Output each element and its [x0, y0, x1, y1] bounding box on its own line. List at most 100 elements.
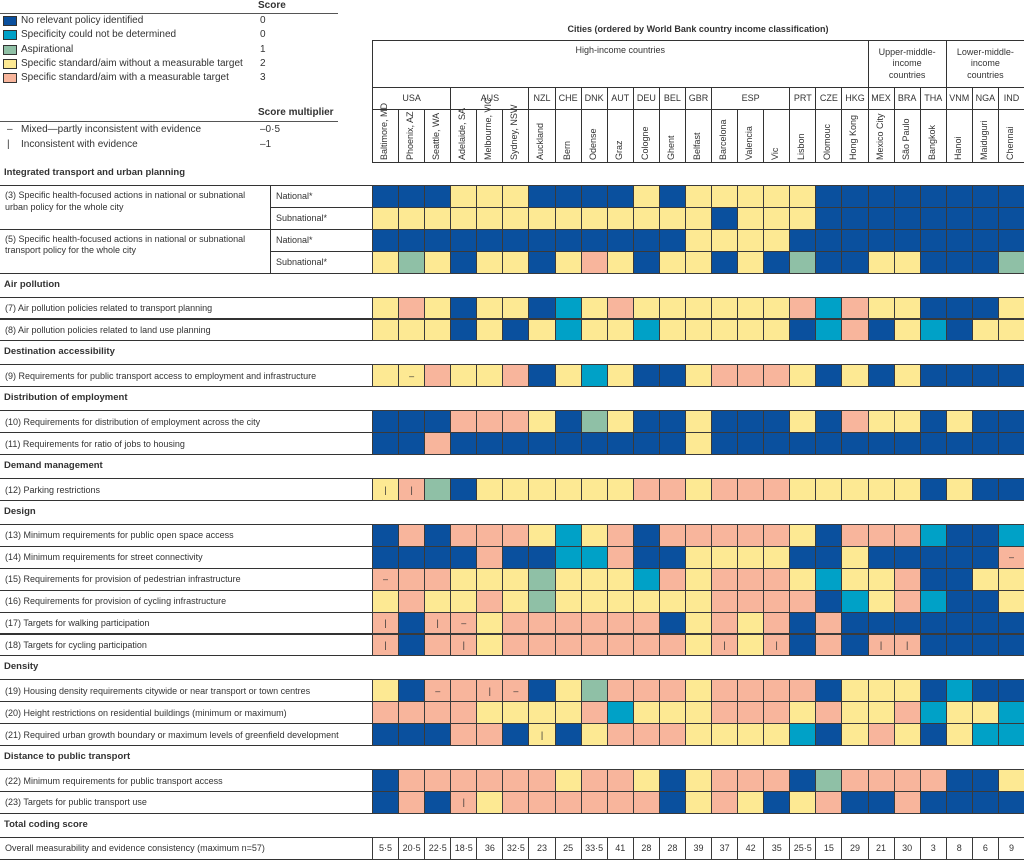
policy-cell — [971, 478, 999, 501]
policy-cell — [945, 250, 973, 274]
policy-cell — [841, 723, 869, 747]
policy-cell: | — [372, 633, 400, 657]
policy-cell — [502, 791, 530, 814]
city-name: Hanoi — [952, 136, 963, 160]
policy-cell — [711, 250, 739, 274]
total-score-cell: 22·5 — [424, 836, 452, 860]
policy-cell — [502, 589, 530, 613]
total-score-cell: 25·5 — [789, 836, 817, 860]
multiplier-value: –0·5 — [260, 124, 281, 135]
policy-cell — [945, 633, 973, 657]
policy-cell — [658, 567, 686, 591]
policy-cell — [893, 432, 921, 456]
policy-cell — [841, 567, 869, 591]
policy-cell — [476, 432, 504, 456]
policy-cell — [893, 228, 921, 252]
policy-cell — [841, 633, 869, 657]
policy-cell — [632, 679, 660, 703]
policy-cell — [841, 701, 869, 725]
policy-cell — [606, 250, 634, 274]
legend-score: 3 — [260, 72, 266, 84]
policy-cell — [398, 206, 426, 230]
policy-cell — [737, 206, 765, 230]
policy-cell — [867, 318, 895, 342]
city-name: Chennai — [1004, 126, 1015, 160]
policy-cell — [528, 545, 556, 569]
policy-cell — [789, 364, 817, 388]
policy-cell — [893, 318, 921, 342]
policy-cell — [398, 633, 426, 657]
policy-cell — [684, 701, 713, 725]
city-name: Sydney, NSW — [509, 104, 520, 160]
country-header: BRA — [893, 87, 921, 110]
city-name: São Paulo — [900, 118, 911, 160]
policy-cell — [893, 185, 921, 208]
policy-cell — [684, 679, 713, 703]
policy-cell — [815, 524, 843, 547]
policy-cell — [554, 723, 582, 747]
policy-cell — [424, 545, 452, 569]
income-group-header: Lower-middle-income countries — [945, 40, 1024, 88]
policy-cell — [476, 545, 504, 569]
policy-cell — [763, 478, 791, 501]
policy-cell — [580, 524, 608, 547]
policy-cell — [450, 296, 478, 320]
policy-cell — [971, 228, 999, 252]
country-header: BEL — [658, 87, 686, 110]
policy-cell — [737, 589, 765, 613]
policy-cell — [450, 185, 478, 208]
country-header: AUT — [606, 87, 634, 110]
policy-cell — [580, 701, 608, 725]
policy-cell — [815, 296, 843, 320]
policy-cell — [971, 432, 999, 456]
policy-cell — [997, 791, 1024, 814]
policy-cell — [971, 410, 999, 434]
policy-cell — [867, 478, 895, 501]
city-name: Phoenix, AZ — [405, 111, 416, 160]
policy-cell — [763, 723, 791, 747]
policy-cell — [971, 545, 999, 569]
policy-cell — [789, 567, 817, 591]
policy-cell — [971, 318, 999, 342]
city-name: Ghent — [665, 135, 676, 160]
policy-cell — [606, 432, 634, 456]
inconsistent-mark: | — [436, 618, 439, 629]
policy-cell — [997, 524, 1024, 547]
policy-cell — [372, 589, 400, 613]
policy-cell — [398, 296, 426, 320]
policy-cell — [658, 545, 686, 569]
policy-cell: | — [476, 679, 504, 703]
policy-cell — [398, 723, 426, 747]
policy-cell — [867, 589, 895, 613]
policy-cell: – — [997, 545, 1024, 569]
policy-cell — [554, 250, 582, 274]
country-header: NZL — [528, 87, 556, 110]
policy-cell — [971, 611, 999, 635]
policy-cell — [789, 633, 817, 657]
policy-cell — [476, 633, 504, 657]
country-header: CHE — [554, 87, 582, 110]
section-title: Distribution of employment — [4, 392, 128, 404]
country-header: VNM — [945, 87, 973, 110]
section-title: Design — [4, 506, 36, 517]
policy-cell — [554, 432, 582, 456]
policy-cell — [424, 478, 452, 501]
policy-cell — [789, 185, 817, 208]
country-header: GBR — [684, 87, 713, 110]
policy-cell — [763, 769, 791, 792]
policy-cell — [554, 228, 582, 252]
policy-cell — [424, 185, 452, 208]
policy-cell — [893, 545, 921, 569]
policy-cell — [632, 723, 660, 747]
policy-cell — [580, 769, 608, 792]
policy-cell — [528, 228, 556, 252]
policy-cell — [658, 410, 686, 434]
policy-cell — [424, 723, 452, 747]
policy-cell — [919, 769, 947, 792]
policy-cell — [997, 567, 1024, 591]
policy-cell — [632, 185, 660, 208]
mixed-mark: – — [383, 574, 389, 585]
policy-cell: | — [450, 633, 478, 657]
policy-cell — [528, 791, 556, 814]
policy-cell — [919, 524, 947, 547]
